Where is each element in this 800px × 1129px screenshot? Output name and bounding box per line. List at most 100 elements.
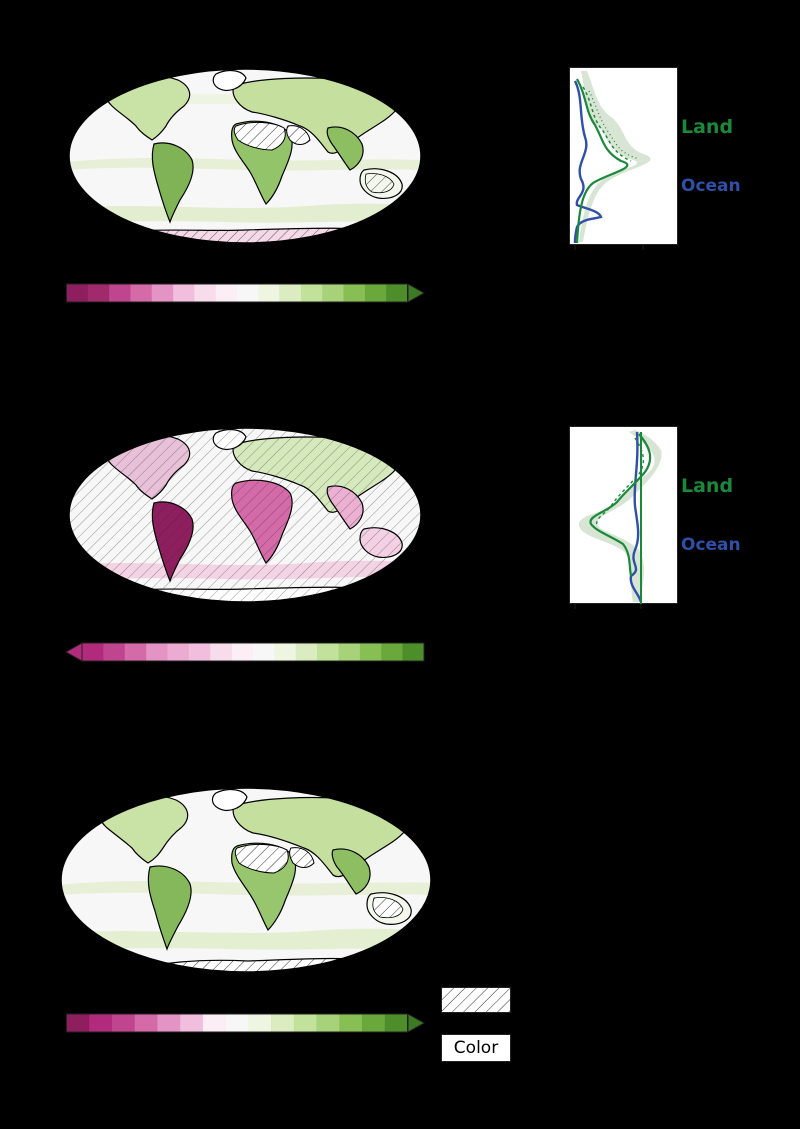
land-shade: [579, 71, 651, 242]
map-panel-2: [66, 425, 424, 605]
colorbar-cell: [317, 643, 339, 661]
colorbar-outline: [81, 642, 425, 662]
profile-panel-1: Land Ocean: [569, 67, 749, 250]
colorbar-cell: [381, 643, 403, 661]
map-panel-3: [58, 785, 434, 975]
colorbar-cells: [66, 1014, 408, 1032]
colorbar-cell: [279, 284, 302, 302]
colorbar-svg-2: [64, 642, 425, 662]
land-line: [589, 433, 652, 577]
north-africa-hatch: [234, 843, 289, 874]
colorbar-cell: [253, 643, 275, 661]
land-label: Land: [681, 116, 733, 138]
colorbar-cell: [215, 284, 238, 302]
colorbar-cell: [157, 1014, 181, 1032]
world-map-3: [60, 787, 432, 973]
colorbar-cell: [134, 1014, 158, 1032]
colorbar-2: [64, 642, 426, 664]
land-line-dashed: [596, 437, 645, 527]
colorbar-cell: [343, 284, 366, 302]
ocean-label: Ocean: [681, 176, 741, 196]
colorbar-1: [66, 283, 426, 305]
ocean-label: Ocean: [681, 535, 741, 555]
colorbar-cell: [300, 284, 323, 302]
colorbar-cell: [103, 643, 126, 661]
south-east-asia: [326, 126, 364, 171]
australia-hatch: [364, 173, 395, 194]
colorbar-cell: [194, 284, 216, 302]
color-legend-swatch: Color: [441, 1034, 511, 1062]
world-map-1: [68, 68, 422, 244]
ocean-line: [573, 80, 603, 244]
land-line-dashed: [582, 86, 632, 162]
colorbar-cell: [237, 284, 259, 302]
colorbar-outline: [66, 1013, 408, 1033]
land-line: [575, 78, 629, 244]
colorbar-cell: [225, 1014, 249, 1032]
south-east-asia: [331, 848, 371, 895]
colorbar-outline: [66, 283, 408, 303]
hatch-swatch-svg: [442, 988, 510, 1012]
colorbar-cell: [87, 284, 110, 302]
colorbar-cell: [231, 643, 254, 661]
hatch-legend-swatch: [441, 987, 511, 1013]
colorbar-cells: [82, 643, 425, 661]
map-panel-1: [66, 66, 424, 246]
ocean-band: [61, 928, 431, 950]
colorbar-cell: [66, 284, 89, 302]
colorbar-cell: [316, 1014, 340, 1032]
colorbar-cell: [202, 1014, 226, 1032]
colorbar-extend-arrow: [407, 1013, 426, 1033]
greenland: [212, 69, 247, 91]
map-border: [68, 427, 422, 603]
greenland: [211, 788, 248, 811]
colorbar-cell: [248, 1014, 272, 1032]
south-america: [147, 865, 192, 951]
colorbar-cell: [130, 284, 153, 302]
colorbar-cell: [384, 1014, 408, 1032]
colorbar-svg-1: [66, 283, 426, 303]
colorbar-cell: [386, 284, 408, 302]
colorbar-cell: [180, 1014, 204, 1032]
colorbar-cell: [271, 1014, 295, 1032]
colorbar-cell: [322, 284, 344, 302]
colorbar-cell: [89, 1014, 113, 1032]
colorbar-cell: [258, 284, 280, 302]
colorbar-cell: [124, 643, 147, 661]
ocean-band: [69, 203, 421, 223]
colorbar-cell: [188, 643, 211, 661]
colorbar-cell: [167, 643, 190, 661]
map-border: [60, 787, 432, 973]
colorbar-cell: [109, 284, 131, 302]
colorbar-cells: [66, 284, 408, 302]
colorbar-cell: [210, 643, 232, 661]
profile-plot-1: Land Ocean: [569, 67, 741, 250]
australia-hatch: [372, 897, 404, 919]
colorbar-extend-arrow: [64, 642, 83, 662]
colorbar-cell: [173, 284, 195, 302]
colorbar-cell: [295, 643, 318, 661]
colorbar-cell: [338, 643, 361, 661]
color-legend-label: Color: [453, 1038, 499, 1058]
colorbar-cell: [66, 1014, 90, 1032]
colorbar-svg-3: [66, 1013, 426, 1033]
colorbar-cell: [402, 643, 425, 661]
colorbar-extend-arrow: [407, 283, 426, 303]
colorbar-cell: [362, 1014, 386, 1032]
arabia-hatch: [286, 125, 311, 145]
colorbar-cell: [151, 284, 174, 302]
profile-panel-2: Land Ocean: [569, 426, 749, 609]
colorbar-3: [66, 1013, 426, 1035]
colorbar-cell: [293, 1014, 317, 1032]
map-border: [68, 68, 422, 244]
world-map-2: [68, 427, 422, 603]
land-label: Land: [681, 475, 733, 497]
arabia-hatch: [289, 847, 315, 868]
colorbar-cell: [339, 1014, 363, 1032]
colorbar-cell: [111, 1014, 135, 1032]
north-africa-hatch: [233, 121, 286, 151]
colorbar-cell: [82, 643, 104, 661]
global-hatch: [69, 428, 421, 602]
colorbar-cell: [146, 643, 168, 661]
colorbar-cell: [274, 643, 297, 661]
